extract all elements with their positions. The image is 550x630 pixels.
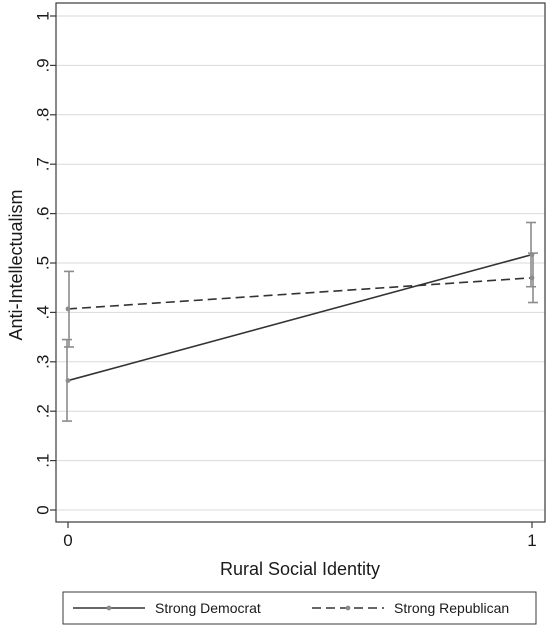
y-tick-label: 0 <box>34 505 53 514</box>
y-axis-title: Anti-Intellectualism <box>6 189 26 340</box>
data-point <box>65 306 71 312</box>
y-tick-label: .8 <box>34 108 53 122</box>
x-tick-label: 0 <box>63 531 72 550</box>
legend-marker <box>345 605 351 611</box>
y-tick-label: .9 <box>34 58 53 72</box>
y-tick-label: .3 <box>34 355 53 369</box>
legend-label: Strong Democrat <box>155 600 261 616</box>
series-line <box>67 253 533 382</box>
x-axis-title: Rural Social Identity <box>220 559 380 579</box>
y-tick-label: .4 <box>34 305 53 319</box>
grid-lines <box>56 15 545 511</box>
x-tick-label: 1 <box>527 531 536 550</box>
data-point <box>529 252 535 258</box>
y-tick-label: .1 <box>34 454 53 468</box>
legend-label: Strong Republican <box>394 600 509 616</box>
legend-marker <box>106 605 112 611</box>
y-tick-label: .5 <box>34 256 53 270</box>
y-axis-ticks: 0 .1 .2 .3 .4 .5 .6 .7 .8 .9 1 <box>34 11 56 515</box>
series-line <box>67 277 533 310</box>
data-point <box>529 275 535 281</box>
legend: Strong Democrat Strong Republican <box>62 591 537 625</box>
y-tick-label: 1 <box>34 11 53 20</box>
y-tick-label: .7 <box>34 157 53 171</box>
series-layer <box>62 221 538 422</box>
data-point <box>65 378 71 383</box>
y-tick-label: .6 <box>34 207 53 221</box>
y-tick-label: .2 <box>34 404 53 418</box>
